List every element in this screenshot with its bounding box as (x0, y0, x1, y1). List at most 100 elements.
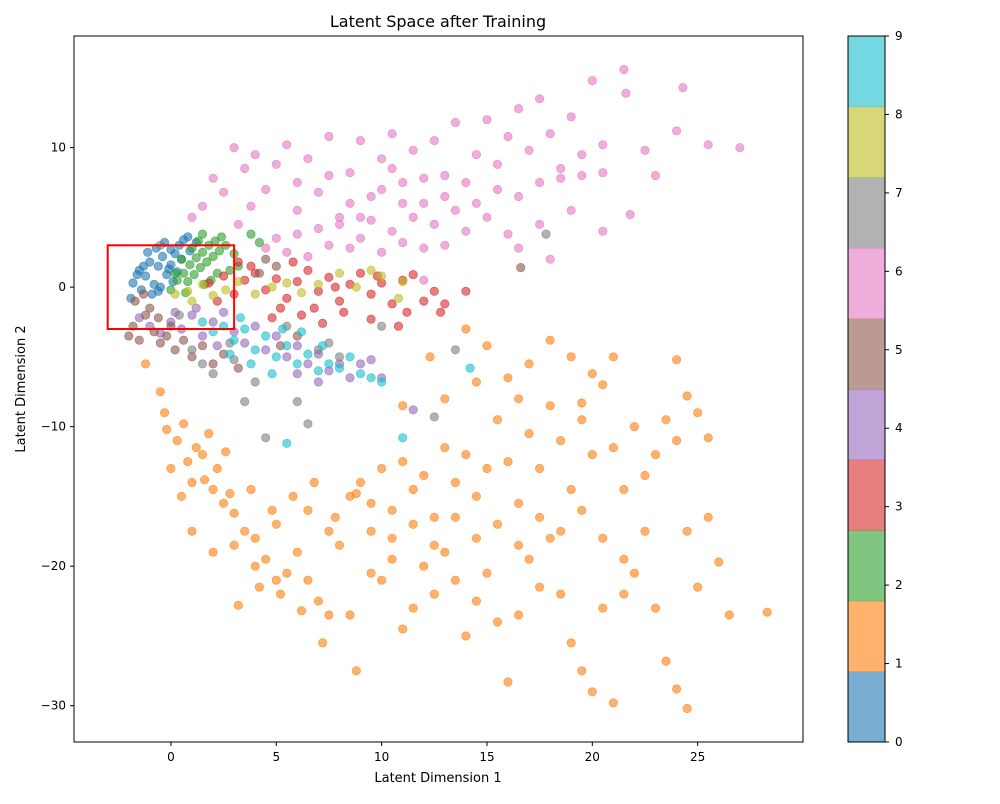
data-point (170, 268, 180, 278)
data-point (345, 373, 355, 383)
data-point (221, 285, 231, 295)
data-point (598, 140, 608, 150)
data-point (229, 143, 239, 153)
data-point (261, 184, 271, 195)
data-point (566, 638, 576, 648)
data-point (440, 240, 450, 250)
data-point (334, 268, 345, 278)
data-point (503, 456, 513, 467)
data-point (176, 254, 187, 264)
data-point (398, 456, 408, 467)
data-point (682, 391, 692, 401)
data-point (471, 596, 481, 606)
colorbar-tick-label: 9 (895, 29, 903, 43)
data-point (225, 488, 235, 499)
data-point (408, 212, 418, 222)
data-point (313, 279, 323, 289)
data-point (682, 703, 692, 714)
data-point (339, 307, 349, 317)
data-point (471, 491, 481, 501)
data-point (524, 145, 534, 155)
data-point (187, 526, 197, 536)
data-point (587, 449, 597, 460)
data-point (179, 268, 189, 278)
data-point (219, 187, 229, 197)
data-point (619, 554, 629, 564)
data-point (240, 526, 250, 536)
data-point (661, 415, 671, 425)
data-point (492, 415, 503, 425)
data-point (271, 352, 281, 362)
data-point (208, 251, 218, 262)
data-point (513, 610, 524, 620)
data-point (250, 345, 260, 355)
data-point (671, 684, 682, 694)
data-point (355, 136, 366, 146)
data-point (376, 247, 387, 257)
x-axis-label: Latent Dimension 1 (374, 771, 501, 786)
data-point (292, 359, 302, 369)
x-tick-label: 25 (690, 750, 705, 764)
data-point (534, 94, 545, 104)
data-point (214, 246, 224, 256)
data-point (619, 589, 629, 599)
data-point (650, 170, 661, 181)
data-point (513, 498, 524, 508)
data-point (345, 243, 355, 253)
data-point (640, 526, 650, 536)
data-point (355, 268, 366, 278)
data-point (261, 254, 271, 264)
data-point (292, 341, 302, 351)
data-point (183, 286, 193, 296)
data-point (429, 589, 439, 599)
data-point (282, 293, 292, 303)
data-point (650, 449, 661, 460)
data-point (408, 269, 418, 280)
data-point (324, 526, 334, 536)
data-point (671, 355, 682, 365)
data-point (398, 401, 408, 411)
data-point (246, 359, 256, 369)
data-point (233, 600, 243, 610)
data-point (366, 355, 376, 365)
data-point (450, 575, 460, 585)
data-point (556, 173, 566, 183)
data-point (577, 398, 587, 408)
data-point (376, 575, 387, 585)
data-point (524, 428, 534, 439)
y-axis-label: Latent Dimension 2 (14, 325, 29, 452)
data-point (625, 210, 635, 220)
data-point (197, 449, 208, 460)
data-point (492, 159, 503, 169)
data-point (366, 191, 376, 202)
y-tick-label: −20 (41, 559, 66, 573)
colorbar-tick-label: 4 (895, 421, 903, 435)
data-point (225, 349, 235, 359)
data-point (197, 359, 208, 369)
series-7 (155, 229, 551, 443)
data-point (309, 303, 319, 313)
data-point (324, 610, 334, 620)
data-point (334, 363, 345, 373)
data-point (288, 491, 298, 501)
data-point (513, 540, 524, 550)
data-point (724, 610, 734, 620)
data-point (313, 187, 323, 197)
data-point (303, 419, 313, 429)
data-point (534, 582, 545, 592)
data-point (598, 380, 608, 390)
data-point (233, 257, 243, 267)
data-point (292, 177, 302, 188)
data-point (429, 286, 439, 296)
data-point (398, 177, 408, 188)
data-point (398, 276, 408, 287)
data-point (387, 129, 397, 139)
data-point (128, 278, 138, 288)
data-point (735, 143, 745, 153)
data-point (703, 140, 713, 150)
data-point (387, 505, 397, 515)
data-point (221, 447, 231, 457)
data-point (661, 656, 671, 666)
